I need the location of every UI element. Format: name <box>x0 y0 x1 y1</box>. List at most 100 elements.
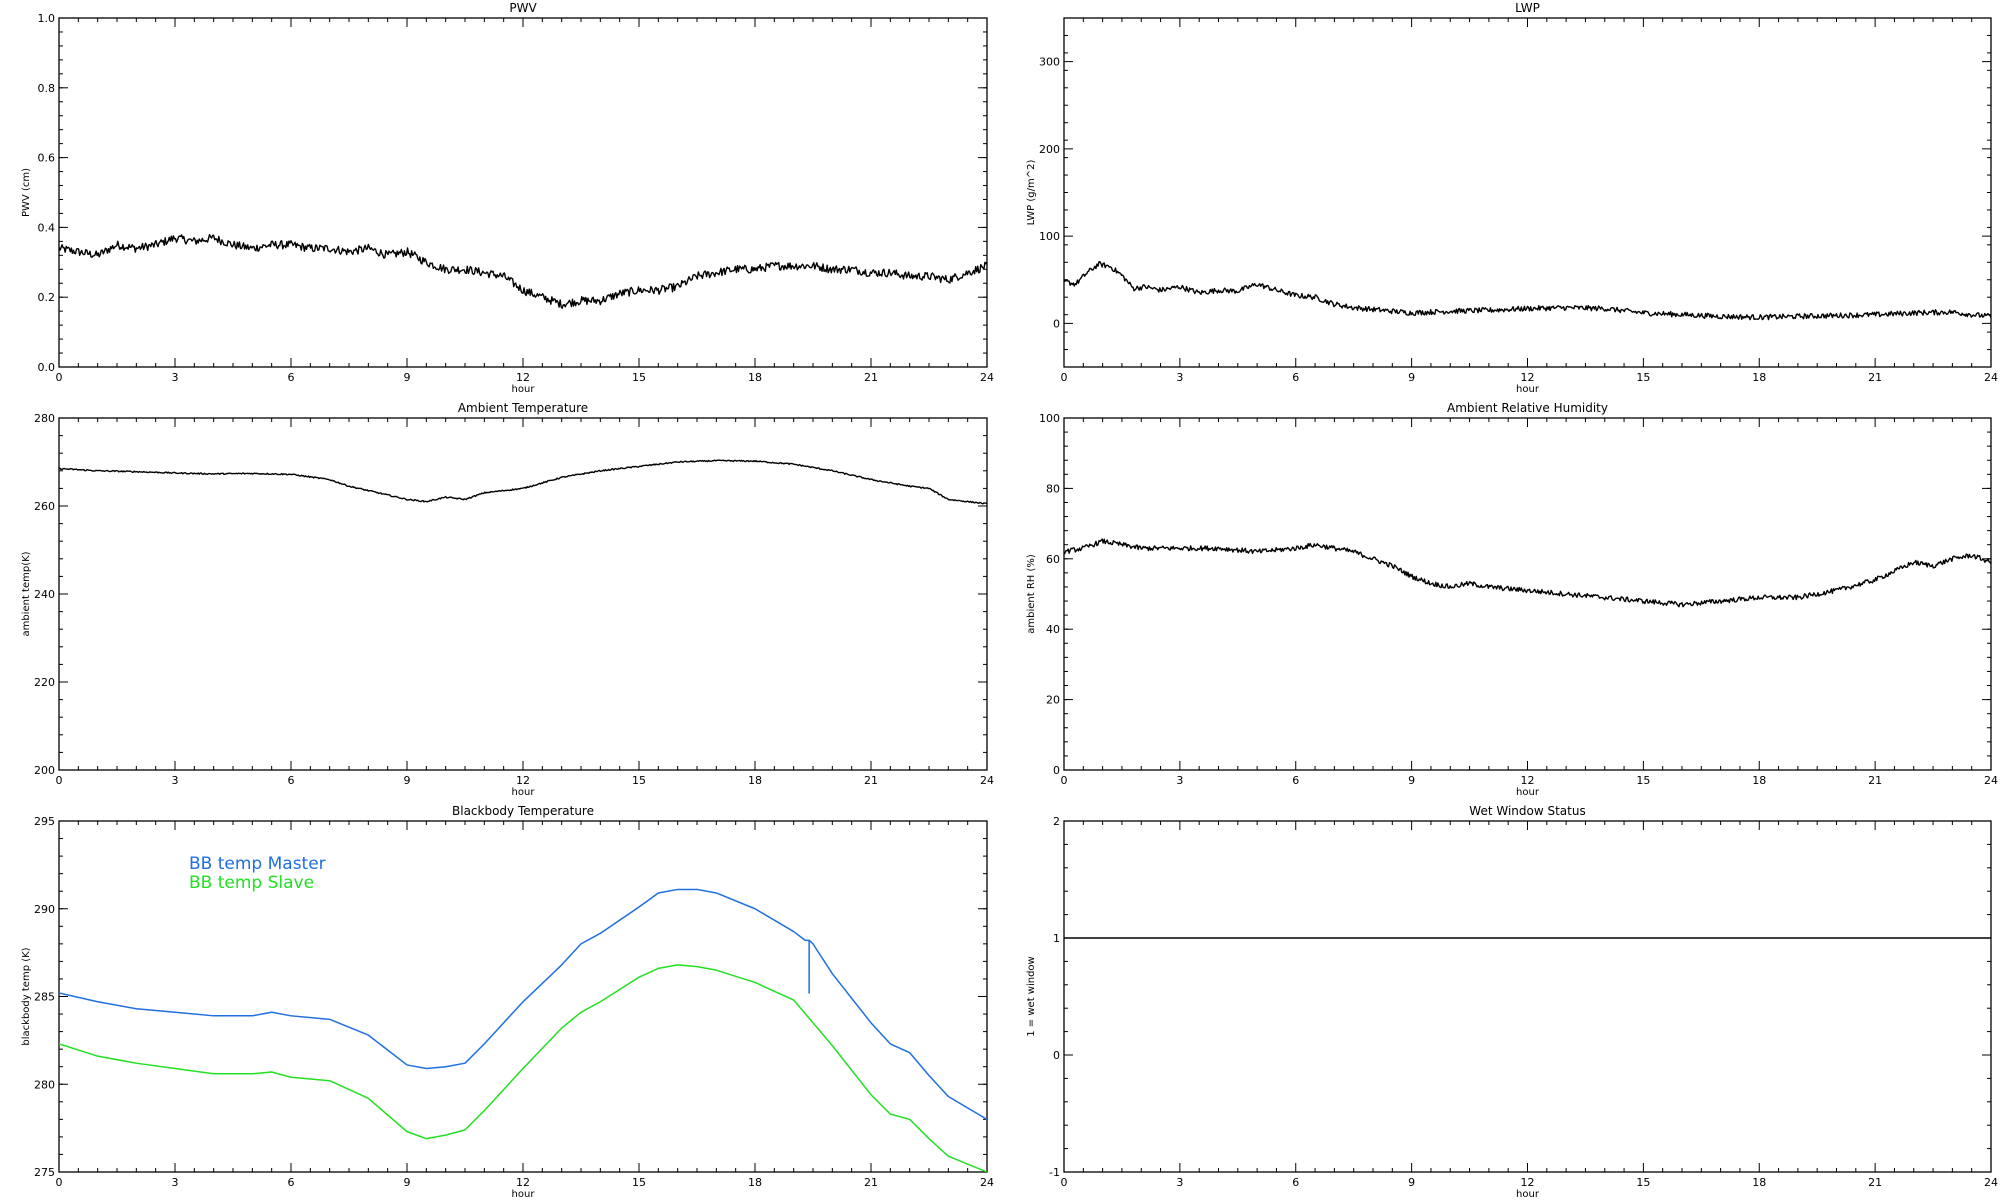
chart-title: Ambient Relative Humidity <box>1447 401 1608 415</box>
plot-frame <box>58 17 988 368</box>
x-tick-label: 18 <box>1752 774 1766 787</box>
chart-ambient_temp: Ambient Temperature 0 3 6 9 12 15 18 21 24 hour 200… <box>21 401 994 798</box>
x-tick-label: 6 <box>288 371 295 384</box>
y-tick-label: -1 <box>1049 1166 1060 1179</box>
series-line-bb-temp-slave <box>59 964 987 1172</box>
series-line-ambient_temp-0 <box>59 459 987 505</box>
x-tick-label: 24 <box>1984 371 1998 384</box>
x-tick-label: 18 <box>748 1176 762 1189</box>
x-tick-label: 24 <box>980 774 994 787</box>
x-tick-label: 24 <box>980 371 994 384</box>
x-tick-label: 0 <box>1061 774 1068 787</box>
x-tick-label: 21 <box>864 1176 878 1189</box>
y-tick-label: 275 <box>34 1166 55 1179</box>
x-tick-label: 12 <box>1521 1176 1535 1189</box>
y-tick-label: 0.6 <box>38 152 56 165</box>
y-tick-label: 60 <box>1046 553 1060 566</box>
y-axis-label: 1 = wet window <box>1026 956 1037 1036</box>
x-axis-label: hour <box>1516 1189 1540 1200</box>
x-tick-label: 18 <box>748 371 762 384</box>
legend-entry: BB temp Master <box>189 854 326 874</box>
y-tick-label: 200 <box>1039 143 1060 156</box>
x-tick-label: 9 <box>404 371 411 384</box>
x-tick-label: 12 <box>1521 371 1535 384</box>
y-tick-label: 20 <box>1046 694 1060 707</box>
chart-lwp: LWP 0 3 6 9 12 15 18 21 24 hour 0 100 200 300 LWP (g/m^… <box>1026 1 1998 395</box>
x-tick-label: 12 <box>516 371 530 384</box>
plot-frame <box>1063 417 1992 771</box>
x-tick-label: 0 <box>1061 1176 1068 1189</box>
x-tick-label: 15 <box>632 774 646 787</box>
x-tick-label: 24 <box>1984 774 1998 787</box>
chart-title: LWP <box>1515 1 1540 15</box>
y-axis-label: ambient temp(K) <box>21 551 32 636</box>
x-tick-label: 6 <box>288 1176 295 1189</box>
y-tick-label: 260 <box>34 500 55 513</box>
x-tick-label: 0 <box>56 371 63 384</box>
series-line-lwp-0 <box>1064 260 1991 321</box>
x-tick-label: 15 <box>632 371 646 384</box>
y-axis-label: PWV (cm) <box>21 168 32 217</box>
y-axis-label: LWP (g/m^2) <box>1026 160 1037 226</box>
x-axis-label: hour <box>1516 787 1540 798</box>
series-line-ambient_rh-0 <box>1064 538 1991 608</box>
y-tick-label: 295 <box>34 815 55 828</box>
x-tick-label: 3 <box>172 1176 179 1189</box>
x-tick-label: 12 <box>516 774 530 787</box>
y-tick-label: 280 <box>34 1078 55 1091</box>
x-tick-label: 21 <box>864 774 878 787</box>
x-tick-label: 18 <box>1752 1176 1766 1189</box>
x-tick-label: 15 <box>1636 371 1650 384</box>
y-tick-label: 1.0 <box>38 12 56 25</box>
x-tick-label: 12 <box>1521 774 1535 787</box>
series-line-pwv-0 <box>59 233 987 309</box>
x-tick-label: 9 <box>1408 774 1415 787</box>
y-tick-label: 0.4 <box>38 221 56 234</box>
x-tick-label: 24 <box>980 1176 994 1189</box>
x-tick-label: 3 <box>1176 774 1183 787</box>
x-tick-label: 9 <box>1408 371 1415 384</box>
x-axis-label: hour <box>1516 384 1540 395</box>
y-tick-label: 0 <box>1053 317 1060 330</box>
y-tick-label: 100 <box>1039 230 1060 243</box>
x-tick-label: 3 <box>1176 1176 1183 1189</box>
x-tick-label: 3 <box>1176 371 1183 384</box>
plot-frame <box>1063 820 1992 1173</box>
x-tick-label: 0 <box>56 774 63 787</box>
plot-frame <box>58 417 988 771</box>
y-tick-label: 0.8 <box>38 82 56 95</box>
x-tick-label: 15 <box>632 1176 646 1189</box>
chart-title: Wet Window Status <box>1469 804 1585 818</box>
y-tick-label: 80 <box>1046 482 1060 495</box>
x-tick-label: 6 <box>1292 774 1299 787</box>
y-tick-label: 0.0 <box>38 361 56 374</box>
x-tick-label: 6 <box>1292 371 1299 384</box>
x-tick-label: 0 <box>56 1176 63 1189</box>
y-tick-label: 1 <box>1053 932 1060 945</box>
x-tick-label: 12 <box>516 1176 530 1189</box>
x-tick-label: 18 <box>1752 371 1766 384</box>
x-tick-label: 15 <box>1636 1176 1650 1189</box>
y-tick-label: 285 <box>34 991 55 1004</box>
x-tick-label: 3 <box>172 371 179 384</box>
y-tick-label: 280 <box>34 412 55 425</box>
x-tick-label: 3 <box>172 774 179 787</box>
y-axis-label: ambient RH (%) <box>1026 554 1037 634</box>
x-tick-label: 15 <box>1636 774 1650 787</box>
chart-title: Blackbody Temperature <box>452 804 594 818</box>
chart-pwv: PWV 0 3 6 9 12 15 18 21 24 hour 0.0 0.2 0.4 0.6 0.8 1.0 P… <box>21 1 994 395</box>
x-tick-label: 21 <box>1868 371 1882 384</box>
chart-title: Ambient Temperature <box>458 401 588 415</box>
x-tick-label: 21 <box>864 371 878 384</box>
x-axis-label: hour <box>512 787 536 798</box>
x-tick-label: 24 <box>1984 1176 1998 1189</box>
x-axis-label: hour <box>512 384 536 395</box>
y-tick-label: 0 <box>1053 1049 1060 1062</box>
y-tick-label: 100 <box>1039 412 1060 425</box>
y-tick-label: 300 <box>1039 56 1060 69</box>
y-tick-label: 2 <box>1053 815 1060 828</box>
y-axis-label: blackbody temp (K) <box>21 947 32 1045</box>
y-tick-label: 290 <box>34 903 55 916</box>
